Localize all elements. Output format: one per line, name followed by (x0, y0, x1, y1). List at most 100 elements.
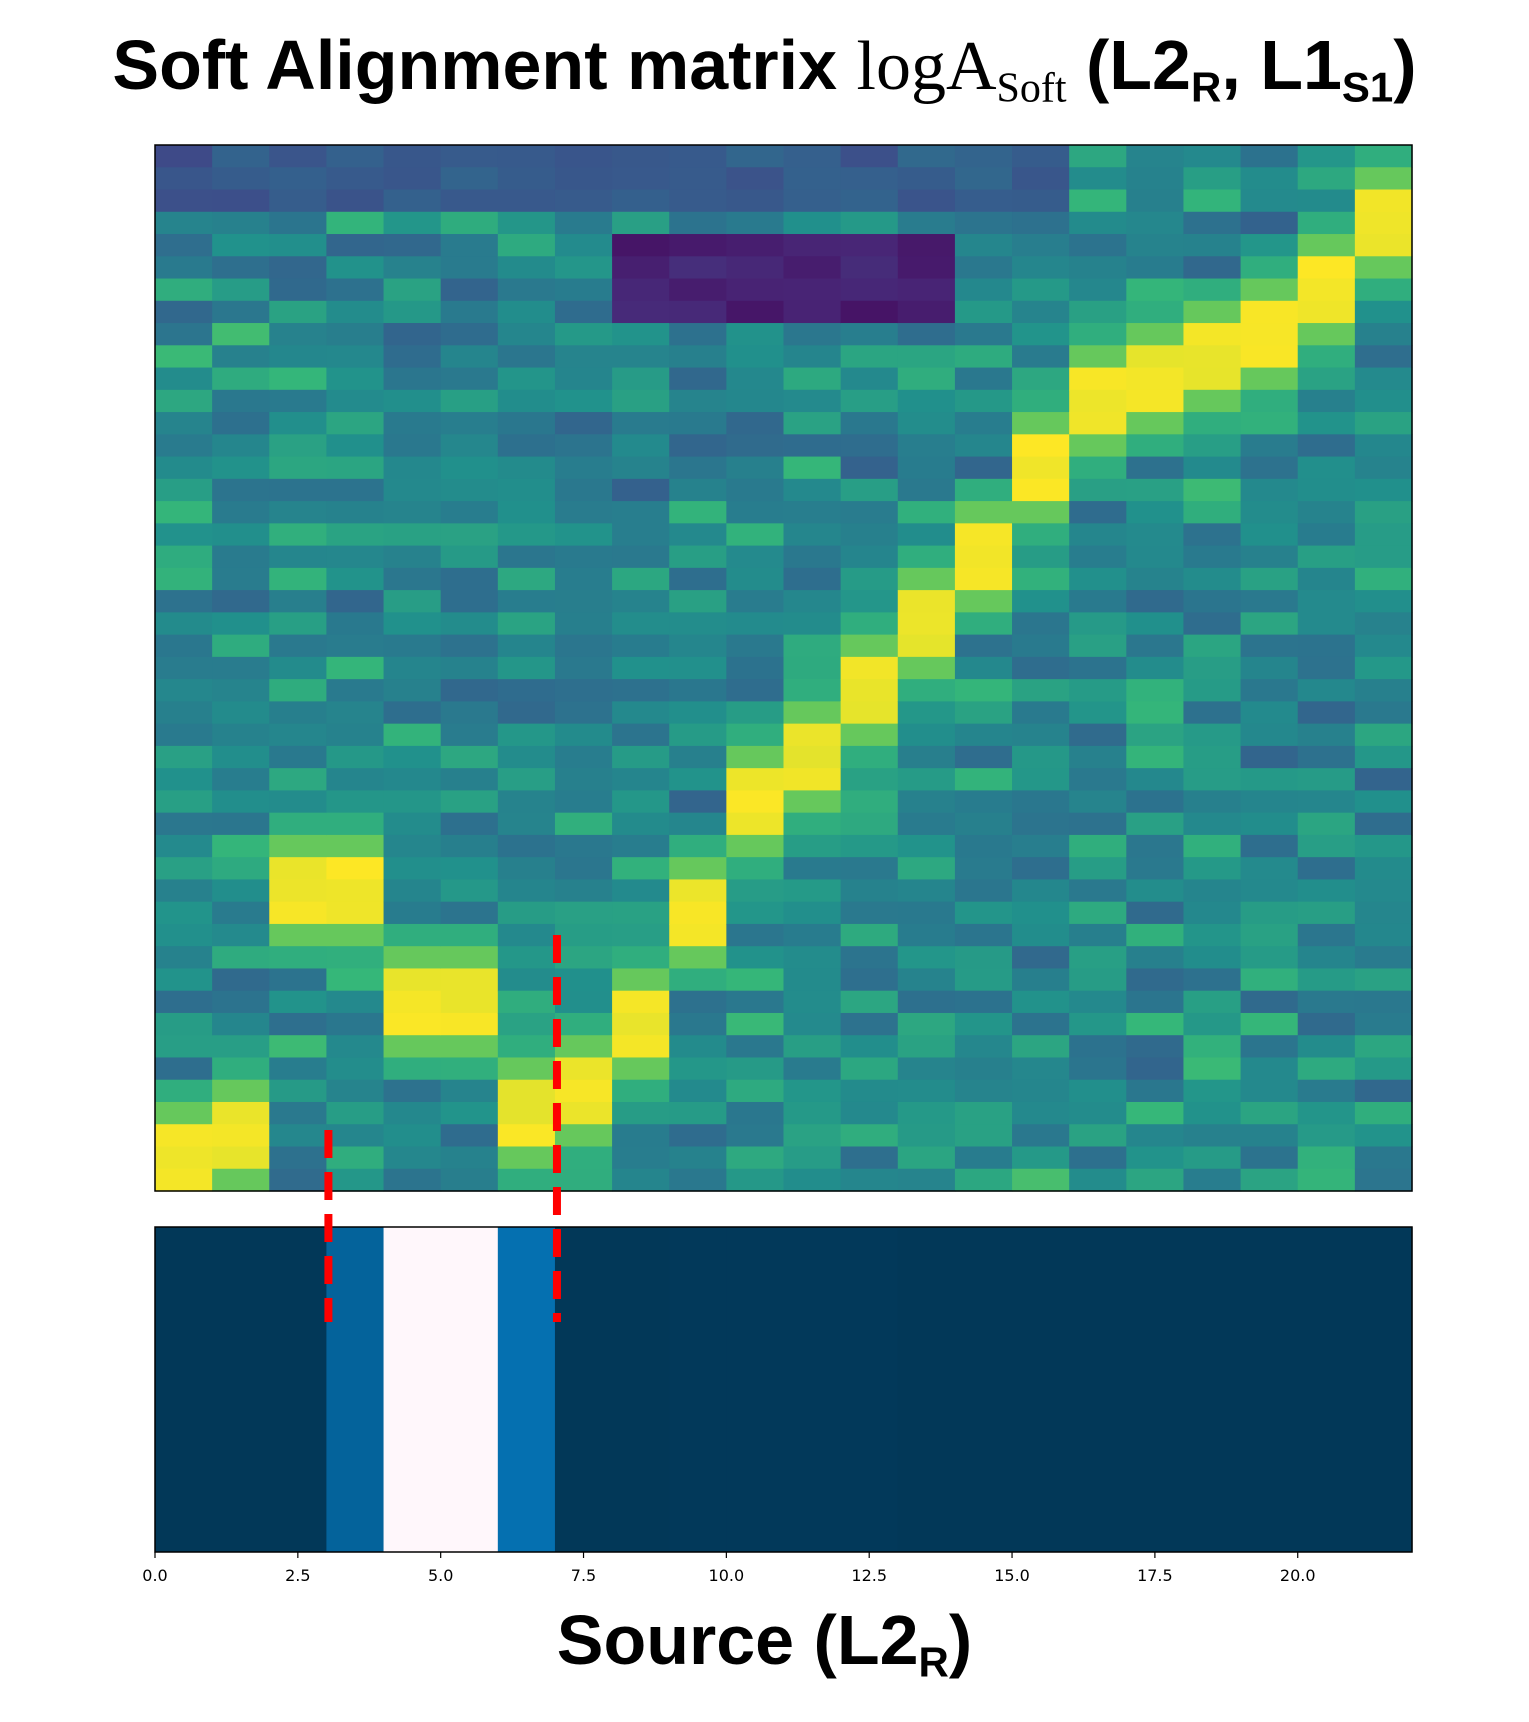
x-axis-label: Source (L2R) (0, 1605, 1529, 1683)
heatmap-cell (897, 501, 956, 524)
heatmap-cell (1012, 634, 1070, 658)
heatmap-cell (383, 723, 442, 747)
heatmap-cell (612, 901, 670, 925)
heatmap-cell (269, 701, 328, 725)
heatmap-cell (212, 634, 270, 658)
heatmap-cell (612, 345, 670, 369)
heatmap-cell (726, 1101, 785, 1125)
heatmap-cell (726, 1124, 785, 1148)
heatmap-cell (1126, 1101, 1185, 1125)
heatmap-cell (383, 367, 442, 391)
heatmap-cell (1354, 1101, 1413, 1125)
heatmap-cell (440, 1079, 499, 1103)
heatmap-cell (212, 367, 270, 391)
heatmap-cell (897, 656, 956, 680)
heatmap-cell (897, 211, 956, 235)
heatmap-cell (897, 590, 956, 613)
heatmap-cell (212, 1035, 270, 1059)
heatmap-cell (1069, 389, 1127, 413)
heatmap-cell (840, 523, 899, 547)
heatmap-cell (954, 857, 1013, 881)
heatmap-cell (783, 923, 842, 947)
heatmap-cell (726, 567, 785, 591)
heatmap-cell (1240, 211, 1299, 235)
heatmap-cell (897, 189, 956, 213)
heatmap-cell (897, 634, 956, 658)
heatmap-cell (1240, 189, 1299, 213)
heatmap-cell (954, 990, 1013, 1014)
heatmap-cell (212, 834, 270, 858)
heatmap-cell (554, 946, 613, 970)
heatmap-cell (1240, 1079, 1299, 1103)
heatmap-cell (212, 790, 270, 814)
heatmap-cell (155, 567, 213, 591)
heatmap-cell (326, 701, 385, 725)
x-tick-label: 12.5 (851, 1566, 887, 1585)
x-axis-label-close: ) (948, 1601, 973, 1679)
heatmap-cell (383, 1057, 442, 1081)
heatmap-cell (383, 1168, 442, 1192)
heatmap-cell (1183, 434, 1242, 458)
heatmap-cell (1354, 612, 1413, 636)
heatmap-cell (612, 1035, 670, 1059)
heatmap-cell (1069, 946, 1127, 970)
heatmap-cell (212, 389, 270, 413)
heatmap-cell (1297, 768, 1356, 792)
heatmap-cell (1126, 879, 1185, 903)
heatmap-cell (954, 723, 1013, 747)
heatmap-cell (554, 1101, 613, 1125)
heatmap-cell (1297, 990, 1356, 1014)
heatmap-cell (1297, 901, 1356, 925)
heatmap-cell (840, 923, 899, 947)
heatmap-cell (783, 1124, 842, 1148)
heatmap-cell (383, 745, 442, 769)
heatmap-cell (897, 879, 956, 903)
heatmap-cell (1240, 478, 1299, 502)
heatmap-cell (1012, 234, 1070, 257)
heatmap-cell (897, 478, 956, 502)
heatmap-cell (212, 857, 270, 881)
heatmap-cell (669, 478, 727, 502)
heatmap-cell (1240, 145, 1299, 168)
heatmap-cell (840, 857, 899, 881)
heatmap-cell (326, 567, 385, 591)
heatmap-cell (212, 990, 270, 1014)
heatmap-cell (783, 812, 842, 836)
heatmap-cell (497, 523, 556, 547)
heatmap-cell (669, 545, 727, 569)
heatmap-cell (1069, 612, 1127, 636)
heatmap-cell (497, 790, 556, 814)
heatmap-cell (383, 234, 442, 257)
heatmap-cell (383, 323, 442, 346)
heatmap-cell (897, 412, 956, 435)
heatmap-cell (669, 300, 727, 324)
heatmap-cell (726, 790, 785, 814)
heatmap-cell (497, 901, 556, 925)
heatmap-cell (1240, 879, 1299, 903)
heatmap-cell (669, 1012, 727, 1036)
heatmap-cell (326, 167, 385, 191)
heatmap-cell (326, 189, 385, 213)
heatmap-cell (1069, 834, 1127, 858)
heatmap-cell (1069, 968, 1127, 992)
heatmap-cell (612, 723, 670, 747)
heatmap-cell (497, 189, 556, 213)
heatmap-cell (669, 590, 727, 613)
heatmap-cell (554, 456, 613, 480)
heatmap-cell (554, 167, 613, 191)
heatmap-cell (1126, 456, 1185, 480)
heatmap-cell (1183, 412, 1242, 435)
heatmap-cell (554, 256, 613, 280)
heatmap-cell (1297, 1101, 1356, 1125)
strip-cell (269, 1227, 328, 1552)
heatmap-cell (726, 478, 785, 502)
heatmap-cell (497, 768, 556, 792)
x-tick-label: 5.0 (428, 1566, 453, 1585)
heatmap-cell (1012, 901, 1070, 925)
heatmap-cell (1126, 367, 1185, 391)
heatmap-cell (783, 256, 842, 280)
heatmap-cell (954, 567, 1013, 591)
heatmap-cell (897, 901, 956, 925)
heatmap-cell (783, 323, 842, 346)
heatmap-cell (1126, 145, 1185, 168)
